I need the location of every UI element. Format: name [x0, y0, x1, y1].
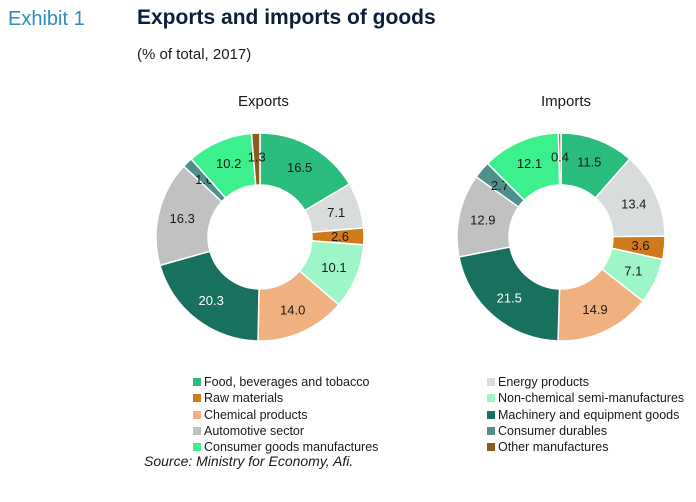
- exports-label-food-beverages-and-tobacco: 16.5: [287, 160, 312, 175]
- exports-title: Exports: [238, 93, 289, 110]
- legend-swatch: [193, 443, 201, 452]
- exports-label-raw-materials: 2.6: [331, 229, 349, 244]
- imports-label-other-manufactures: 0.4: [551, 150, 569, 165]
- exports-label-other-manufactures: 1.3: [248, 150, 266, 165]
- imports-label-food-beverages-and-tobacco: 11.5: [577, 155, 601, 170]
- legend-swatch: [193, 378, 201, 387]
- legend-swatch: [193, 394, 201, 403]
- legend-item-other-manufactures: Other manufactures: [487, 439, 684, 455]
- legend-item-automotive-sector: Automotive sector: [193, 423, 378, 439]
- exports-label-machinery-and-equipment-goods: 20.3: [199, 293, 224, 308]
- exports-label-chemical-products: 14.0: [280, 303, 305, 318]
- exports-label-energy-products: 7.1: [327, 205, 345, 220]
- legend-label: Raw materials: [204, 391, 284, 406]
- legend-label: Machinery and equipment goods: [498, 407, 680, 422]
- source-note: Source: Ministry for Economy, Afi.: [144, 453, 354, 469]
- exhibit-label: Exhibit 1: [8, 8, 85, 30]
- legend-swatch: [487, 378, 495, 387]
- imports-label-machinery-and-equipment-goods: 21.5: [497, 291, 522, 306]
- legend-item-consumer-durables: Consumer durables: [487, 423, 684, 439]
- legend-swatch: [487, 443, 495, 452]
- legend-swatch: [487, 427, 495, 436]
- exports-label-non-chemical-semi-manufactures: 10.1: [321, 260, 346, 275]
- legend-label: Chemical products: [204, 407, 308, 422]
- legend-item-consumer-goods-manufactures: Consumer goods manufactures: [193, 439, 378, 455]
- legend-item-raw-materials: Raw materials: [193, 390, 378, 406]
- legend-swatch: [487, 394, 495, 403]
- legend-swatch: [487, 410, 495, 419]
- legend-swatch: [193, 427, 201, 436]
- chart-subtitle: (% of total, 2017): [137, 46, 252, 63]
- legend-left-column: Food, beverages and tobacco Raw materials…: [193, 374, 378, 455]
- legend-label: Food, beverages and tobacco: [204, 375, 370, 390]
- imports-title: Imports: [541, 93, 592, 110]
- legend-label: Consumer durables: [498, 424, 608, 439]
- exports-label-consumer-goods-manufactures: 10.2: [216, 156, 241, 171]
- imports-slice-machinery-and-equipment-goods: [458, 246, 561, 342]
- legend-label: Other manufactures: [498, 440, 609, 455]
- imports-label-chemical-products: 14.9: [582, 302, 607, 317]
- legend-right-column: Energy products Non-chemical semi-manufac…: [487, 374, 684, 455]
- legend-swatch: [193, 410, 201, 419]
- legend-label: Consumer goods manufactures: [204, 440, 379, 455]
- legend-item-non-chemical-semi-manufactures: Non-chemical semi-manufactures: [487, 390, 684, 406]
- imports-slice-other-manufactures: [557, 132, 562, 186]
- exports-slice-other-manufactures: [250, 132, 261, 186]
- exports-label-automotive-sector: 16.3: [170, 211, 195, 226]
- legend-item-energy-products: Energy products: [487, 374, 684, 390]
- legend-label: Non-chemical semi-manufactures: [498, 391, 685, 406]
- legend-item-chemical-products: Chemical products: [193, 407, 378, 423]
- imports-label-energy-products: 13.4: [621, 196, 646, 211]
- imports-label-automotive-sector: 12.9: [470, 213, 495, 228]
- imports-label-raw-materials: 3.6: [632, 238, 650, 253]
- legend-item-machinery-and-equipment-goods: Machinery and equipment goods: [487, 407, 684, 423]
- imports-label-consumer-goods-manufactures: 12.1: [517, 156, 542, 171]
- imports-label-consumer-durables: 2.7: [491, 178, 509, 193]
- legend-item-food-beverages-and-tobacco: Food, beverages and tobacco: [193, 374, 378, 390]
- legend-label: Energy products: [498, 375, 590, 390]
- imports-label-non-chemical-semi-manufactures: 7.1: [624, 264, 642, 279]
- chart-title: Exports and imports of goods: [137, 6, 436, 29]
- donut-charts: 16.57.12.610.114.020.316.31.610.2 1.3 11.5…: [155, 132, 666, 342]
- legend-label: Automotive sector: [204, 424, 305, 439]
